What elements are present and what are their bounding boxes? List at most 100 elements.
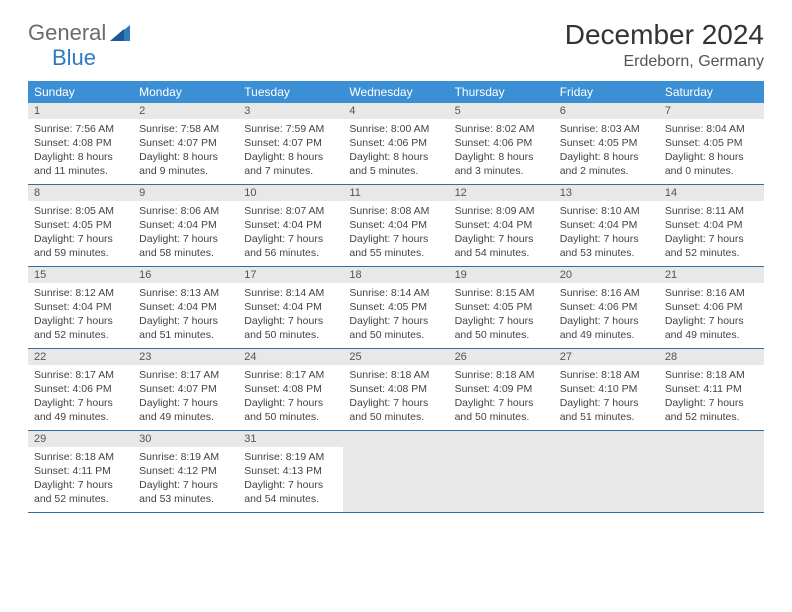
sunset-line: Sunset: 4:05 PM [560, 136, 653, 150]
sunrise-line: Sunrise: 8:12 AM [34, 286, 127, 300]
day-details: Sunrise: 8:14 AMSunset: 4:05 PMDaylight:… [343, 283, 448, 347]
empty-cell [659, 431, 764, 513]
day-details: Sunrise: 8:06 AMSunset: 4:04 PMDaylight:… [133, 201, 238, 265]
sunset-line: Sunset: 4:12 PM [139, 464, 232, 478]
logo-triangle-icon [110, 25, 130, 41]
day-number: 17 [238, 267, 343, 283]
daylight-line: Daylight: 7 hours and 50 minutes. [244, 396, 337, 424]
day-number: 28 [659, 349, 764, 365]
weekday-header: Monday [133, 81, 238, 103]
day-details: Sunrise: 8:16 AMSunset: 4:06 PMDaylight:… [554, 283, 659, 347]
daylight-line: Daylight: 8 hours and 2 minutes. [560, 150, 653, 178]
day-details: Sunrise: 8:17 AMSunset: 4:08 PMDaylight:… [238, 365, 343, 429]
sunset-line: Sunset: 4:06 PM [560, 300, 653, 314]
day-number: 4 [343, 103, 448, 119]
day-number: 23 [133, 349, 238, 365]
daylight-line: Daylight: 7 hours and 58 minutes. [139, 232, 232, 260]
logo: General [28, 20, 132, 46]
sunset-line: Sunset: 4:04 PM [455, 218, 548, 232]
day-cell: 26Sunrise: 8:18 AMSunset: 4:09 PMDayligh… [449, 349, 554, 431]
daylight-line: Daylight: 7 hours and 53 minutes. [139, 478, 232, 506]
day-details: Sunrise: 8:19 AMSunset: 4:12 PMDaylight:… [133, 447, 238, 511]
day-number: 24 [238, 349, 343, 365]
sunrise-line: Sunrise: 8:10 AM [560, 204, 653, 218]
day-cell: 20Sunrise: 8:16 AMSunset: 4:06 PMDayligh… [554, 267, 659, 349]
daylight-line: Daylight: 7 hours and 59 minutes. [34, 232, 127, 260]
daylight-line: Daylight: 7 hours and 52 minutes. [665, 396, 758, 424]
day-cell: 30Sunrise: 8:19 AMSunset: 4:12 PMDayligh… [133, 431, 238, 513]
day-number: 13 [554, 185, 659, 201]
sunrise-line: Sunrise: 8:17 AM [34, 368, 127, 382]
weekday-header: Wednesday [343, 81, 448, 103]
sunset-line: Sunset: 4:08 PM [349, 382, 442, 396]
sunset-line: Sunset: 4:10 PM [560, 382, 653, 396]
day-details: Sunrise: 8:13 AMSunset: 4:04 PMDaylight:… [133, 283, 238, 347]
sunset-line: Sunset: 4:11 PM [665, 382, 758, 396]
day-details: Sunrise: 8:02 AMSunset: 4:06 PMDaylight:… [449, 119, 554, 183]
sunset-line: Sunset: 4:04 PM [244, 218, 337, 232]
sunset-line: Sunset: 4:04 PM [139, 300, 232, 314]
daylight-line: Daylight: 7 hours and 55 minutes. [349, 232, 442, 260]
sunrise-line: Sunrise: 8:14 AM [244, 286, 337, 300]
day-details: Sunrise: 8:18 AMSunset: 4:10 PMDaylight:… [554, 365, 659, 429]
sunrise-line: Sunrise: 7:58 AM [139, 122, 232, 136]
weekday-header: Thursday [449, 81, 554, 103]
empty-cell [449, 431, 554, 513]
day-cell: 25Sunrise: 8:18 AMSunset: 4:08 PMDayligh… [343, 349, 448, 431]
day-details: Sunrise: 7:58 AMSunset: 4:07 PMDaylight:… [133, 119, 238, 183]
daylight-line: Daylight: 7 hours and 54 minutes. [455, 232, 548, 260]
sunset-line: Sunset: 4:05 PM [455, 300, 548, 314]
day-cell: 28Sunrise: 8:18 AMSunset: 4:11 PMDayligh… [659, 349, 764, 431]
daylight-line: Daylight: 7 hours and 50 minutes. [455, 314, 548, 342]
day-number: 10 [238, 185, 343, 201]
sunrise-line: Sunrise: 8:04 AM [665, 122, 758, 136]
day-details: Sunrise: 8:17 AMSunset: 4:06 PMDaylight:… [28, 365, 133, 429]
day-cell: 27Sunrise: 8:18 AMSunset: 4:10 PMDayligh… [554, 349, 659, 431]
daylight-line: Daylight: 7 hours and 51 minutes. [560, 396, 653, 424]
day-cell: 22Sunrise: 8:17 AMSunset: 4:06 PMDayligh… [28, 349, 133, 431]
day-cell: 5Sunrise: 8:02 AMSunset: 4:06 PMDaylight… [449, 103, 554, 185]
day-number: 9 [133, 185, 238, 201]
sunrise-line: Sunrise: 8:19 AM [244, 450, 337, 464]
daylight-line: Daylight: 7 hours and 49 minutes. [34, 396, 127, 424]
day-cell: 13Sunrise: 8:10 AMSunset: 4:04 PMDayligh… [554, 185, 659, 267]
calendar-page: General December 2024 Erdeborn, Germany … [0, 0, 792, 513]
daylight-line: Daylight: 8 hours and 0 minutes. [665, 150, 758, 178]
sunrise-line: Sunrise: 8:18 AM [349, 368, 442, 382]
weekday-header: Sunday [28, 81, 133, 103]
day-number: 31 [238, 431, 343, 447]
day-details: Sunrise: 8:00 AMSunset: 4:06 PMDaylight:… [343, 119, 448, 183]
sunset-line: Sunset: 4:05 PM [665, 136, 758, 150]
day-number: 19 [449, 267, 554, 283]
day-number: 15 [28, 267, 133, 283]
sunset-line: Sunset: 4:04 PM [560, 218, 653, 232]
logo-text-general: General [28, 20, 106, 46]
daylight-line: Daylight: 7 hours and 49 minutes. [139, 396, 232, 424]
day-details: Sunrise: 8:05 AMSunset: 4:05 PMDaylight:… [28, 201, 133, 265]
day-cell: 24Sunrise: 8:17 AMSunset: 4:08 PMDayligh… [238, 349, 343, 431]
day-cell: 8Sunrise: 8:05 AMSunset: 4:05 PMDaylight… [28, 185, 133, 267]
sunrise-line: Sunrise: 8:17 AM [139, 368, 232, 382]
day-cell: 23Sunrise: 8:17 AMSunset: 4:07 PMDayligh… [133, 349, 238, 431]
sunset-line: Sunset: 4:07 PM [244, 136, 337, 150]
sunrise-line: Sunrise: 8:19 AM [139, 450, 232, 464]
day-number: 6 [554, 103, 659, 119]
day-number: 25 [343, 349, 448, 365]
day-details: Sunrise: 8:18 AMSunset: 4:09 PMDaylight:… [449, 365, 554, 429]
sunset-line: Sunset: 4:05 PM [349, 300, 442, 314]
day-number: 18 [343, 267, 448, 283]
day-details: Sunrise: 8:19 AMSunset: 4:13 PMDaylight:… [238, 447, 343, 511]
day-cell: 17Sunrise: 8:14 AMSunset: 4:04 PMDayligh… [238, 267, 343, 349]
sunrise-line: Sunrise: 8:15 AM [455, 286, 548, 300]
day-cell: 2Sunrise: 7:58 AMSunset: 4:07 PMDaylight… [133, 103, 238, 185]
calendar-grid: SundayMondayTuesdayWednesdayThursdayFrid… [28, 81, 764, 513]
day-cell: 12Sunrise: 8:09 AMSunset: 4:04 PMDayligh… [449, 185, 554, 267]
weekday-header: Friday [554, 81, 659, 103]
day-number: 1 [28, 103, 133, 119]
sunrise-line: Sunrise: 8:03 AM [560, 122, 653, 136]
day-cell: 21Sunrise: 8:16 AMSunset: 4:06 PMDayligh… [659, 267, 764, 349]
sunset-line: Sunset: 4:06 PM [455, 136, 548, 150]
day-number: 26 [449, 349, 554, 365]
day-cell: 6 Sunrise: 8:03 AMSunset: 4:05 PMDaylight… [554, 103, 659, 185]
weekday-header: Saturday [659, 81, 764, 103]
